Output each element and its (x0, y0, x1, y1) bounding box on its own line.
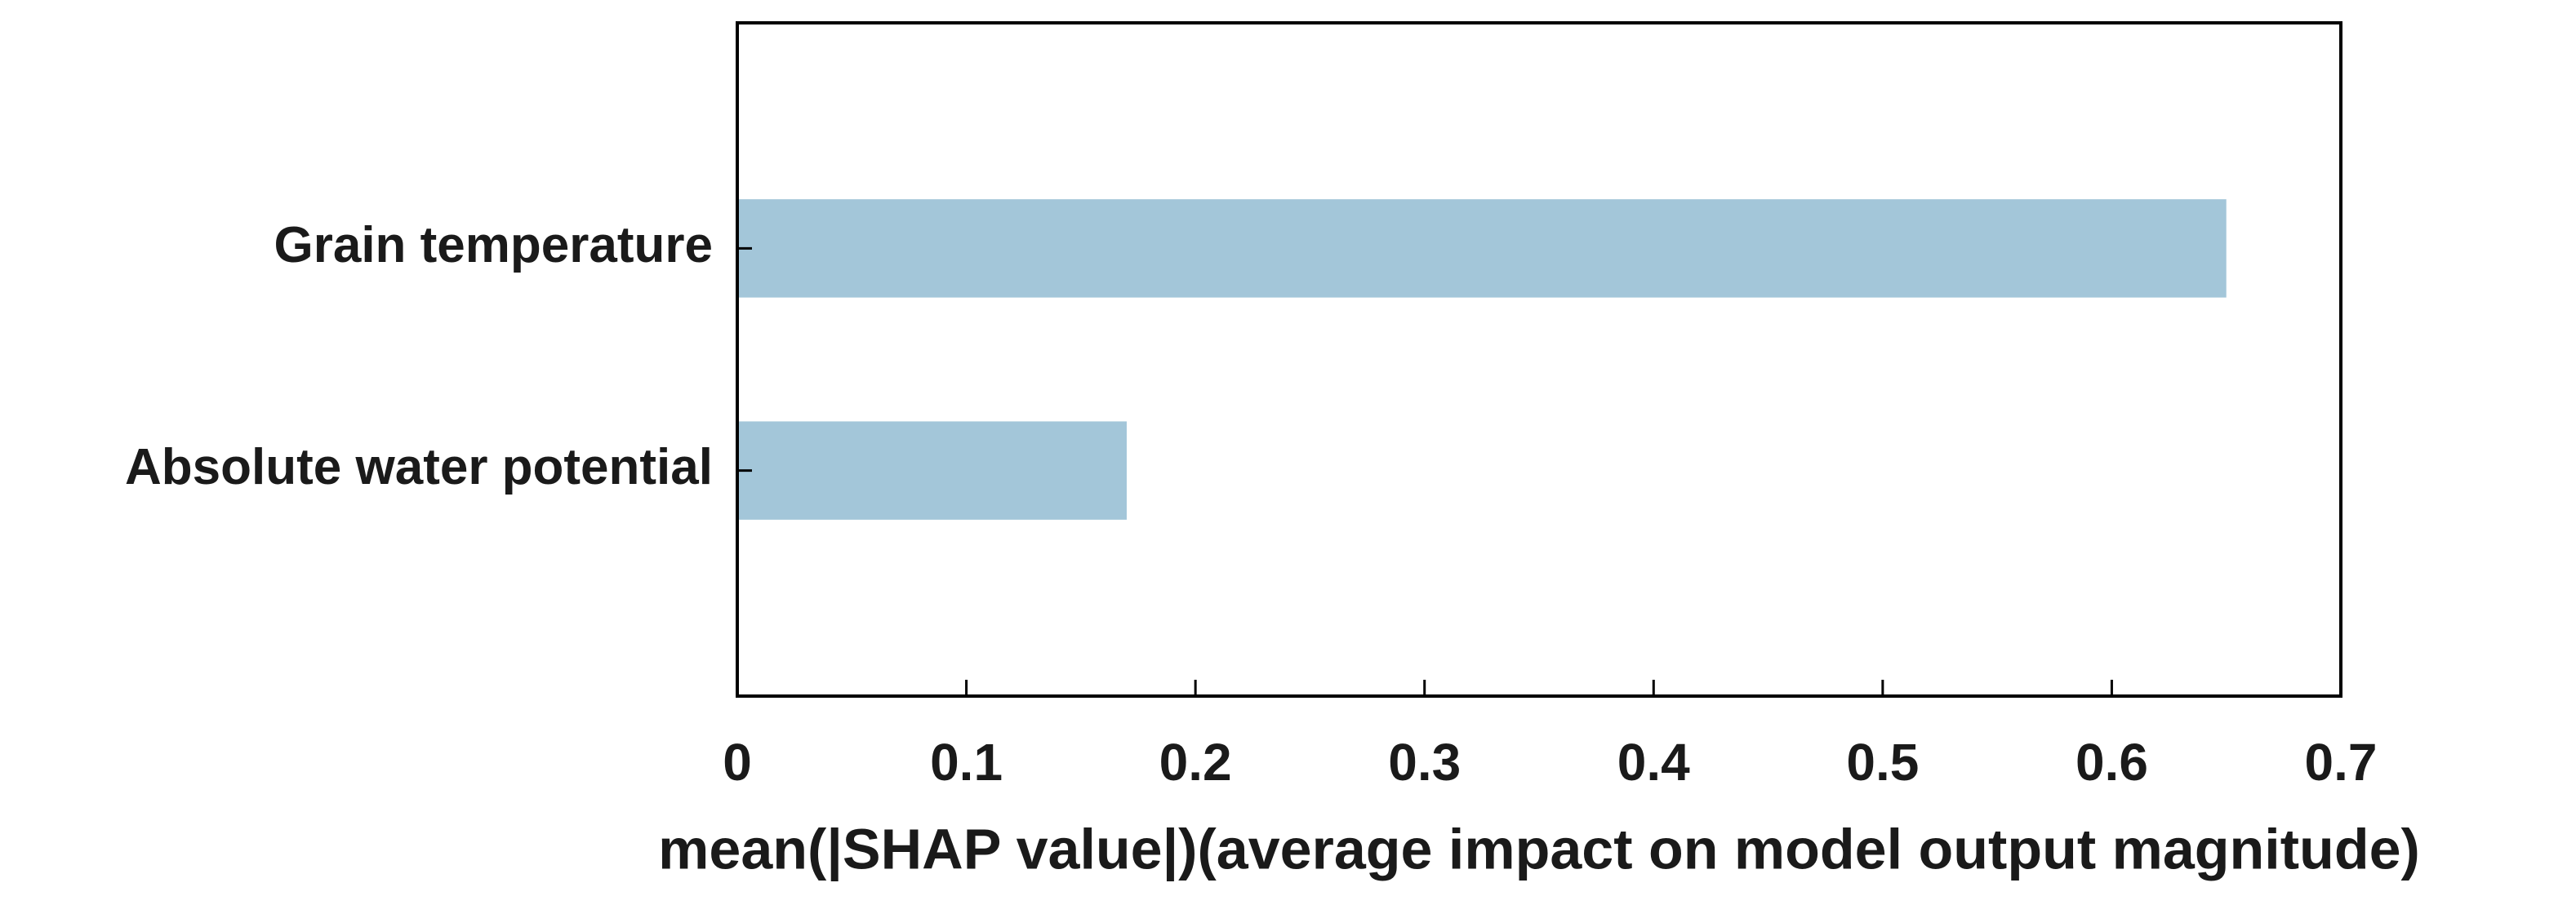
plot-frame (736, 21, 2342, 698)
x-axis-label: mean(|SHAP value|)(average impact on mod… (658, 817, 2420, 881)
x-tick-label: 0.1 (930, 733, 1003, 792)
x-tick-label: 0.7 (2305, 733, 2378, 792)
x-tick-label: 0 (723, 733, 752, 792)
y-tick-label: Grain temperature (274, 217, 713, 273)
x-tick-label: 0.4 (1617, 733, 1690, 792)
x-tick-label: 0.3 (1388, 733, 1461, 792)
x-tick-label: 0.5 (1846, 733, 1919, 792)
bar (737, 199, 2227, 298)
x-tick-label: 0.2 (1159, 733, 1232, 792)
x-tick-label: 0.6 (2075, 733, 2148, 792)
bar (737, 421, 1127, 520)
y-tick-label: Absolute water potential (125, 439, 713, 495)
